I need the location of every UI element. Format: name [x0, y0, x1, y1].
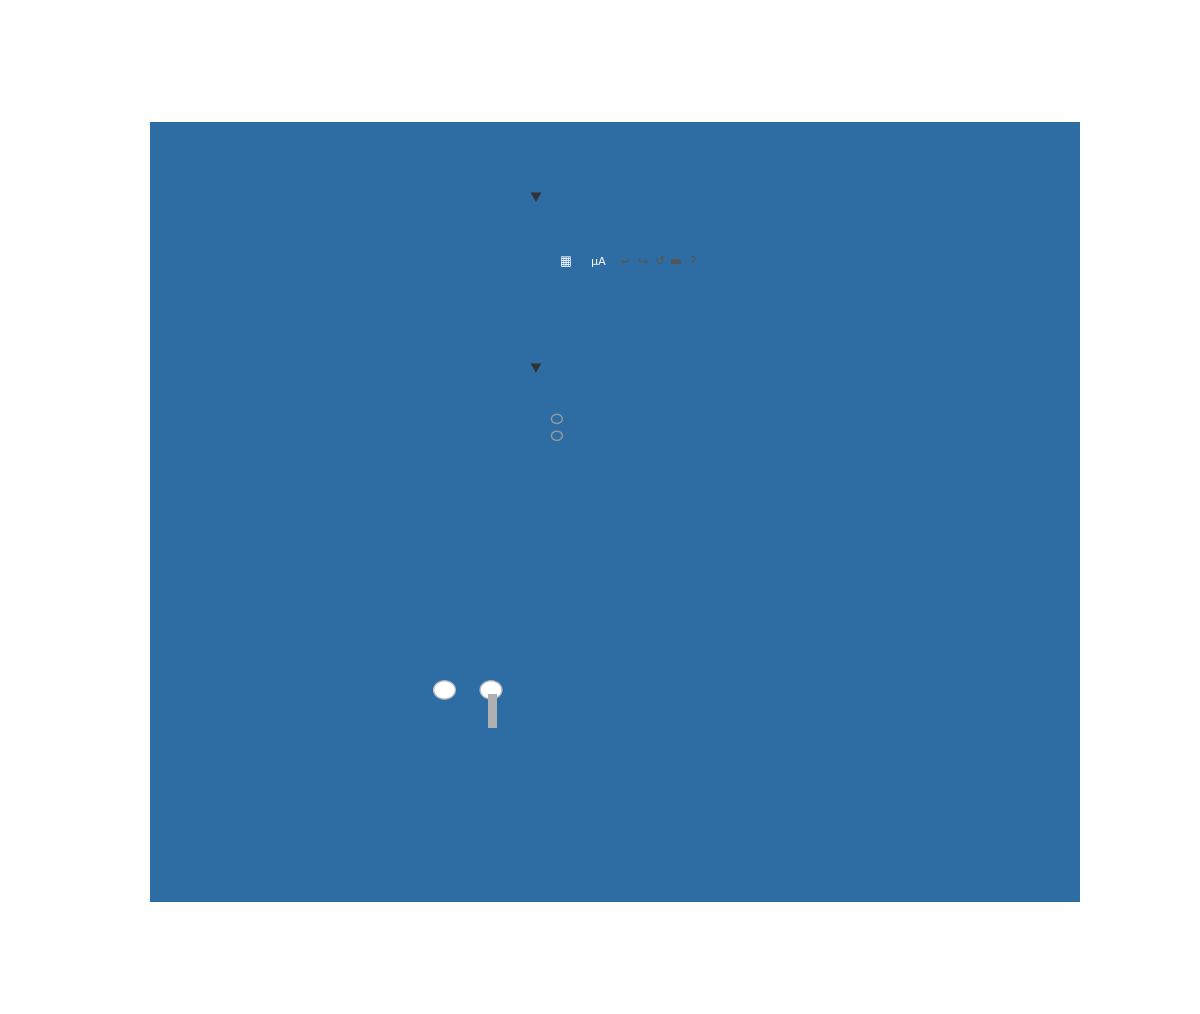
Text: 5 Ω: 5 Ω	[322, 726, 338, 736]
Text: Figure 1: Figure 1	[926, 215, 974, 228]
FancyBboxPatch shape	[488, 694, 497, 728]
Text: Is the current from left to right or right to left?: Is the current from left to right or rig…	[545, 388, 818, 402]
FancyBboxPatch shape	[545, 405, 701, 448]
Text: <: <	[440, 684, 449, 695]
Text: 9 V: 9 V	[317, 842, 332, 851]
Text: Submit: Submit	[544, 323, 590, 337]
Text: ?: ?	[689, 256, 696, 269]
Text: Request Answer: Request Answer	[595, 462, 691, 476]
Text: 3 V: 3 V	[317, 780, 332, 790]
Text: 1 of 1: 1 of 1	[452, 684, 484, 695]
Text: Value: Value	[611, 284, 647, 297]
FancyBboxPatch shape	[506, 353, 1002, 383]
Text: Request Answer: Request Answer	[595, 323, 691, 337]
Text: left to right: left to right	[566, 413, 634, 426]
Text: $I_{10\,\Omega}$ =: $I_{10\,\Omega}$ =	[552, 284, 590, 299]
Text: ▦: ▦	[559, 256, 571, 269]
Text: ↺: ↺	[655, 256, 665, 269]
FancyBboxPatch shape	[506, 182, 1002, 213]
Text: right to left: right to left	[566, 429, 634, 442]
Text: What is the current through the 10 Ω resistor in the figure (: What is the current through the 10 Ω res…	[545, 215, 898, 228]
Text: +: +	[284, 704, 292, 714]
Text: −: −	[300, 703, 311, 716]
Circle shape	[433, 680, 455, 699]
FancyBboxPatch shape	[590, 280, 667, 301]
FancyBboxPatch shape	[670, 280, 750, 301]
Text: ↪: ↪	[637, 256, 647, 269]
Polygon shape	[530, 363, 541, 373]
FancyBboxPatch shape	[487, 690, 498, 841]
Text: −: −	[310, 818, 320, 831]
Text: +: +	[330, 758, 337, 768]
Text: )?: )?	[972, 215, 983, 228]
Text: Express your answer to two significant figures and include the appropriate units: Express your answer to two significant f…	[545, 230, 1024, 243]
Text: 5 Ω: 5 Ω	[272, 842, 288, 851]
Text: Part B: Part B	[550, 361, 602, 375]
Text: μA: μA	[590, 257, 605, 267]
Text: Units: Units	[692, 284, 726, 297]
FancyBboxPatch shape	[545, 247, 752, 309]
Circle shape	[480, 680, 502, 699]
Text: Submit: Submit	[544, 462, 590, 476]
Text: >: >	[486, 684, 496, 695]
Text: −: −	[310, 756, 320, 770]
Text: ▬: ▬	[670, 256, 682, 269]
Text: Provide Feedback: Provide Feedback	[522, 499, 625, 512]
Text: Part A: Part A	[550, 190, 602, 205]
Text: 12 V: 12 V	[286, 726, 307, 736]
Polygon shape	[530, 193, 541, 202]
Text: 10 Ω: 10 Ω	[269, 780, 292, 790]
Text: +: +	[330, 819, 337, 829]
Text: ↩: ↩	[620, 256, 630, 269]
